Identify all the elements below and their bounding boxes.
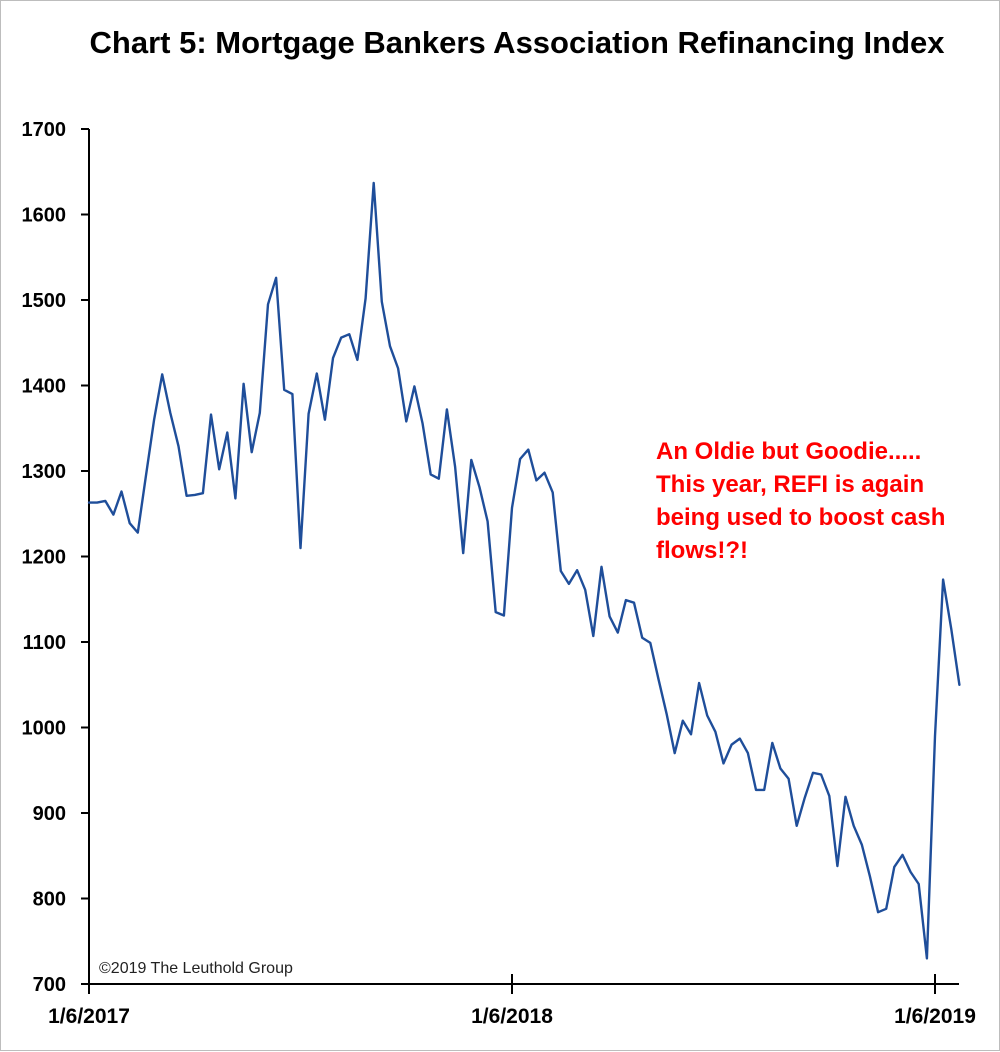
chart-title: Chart 5: Mortgage Bankers Association Re… <box>90 25 946 60</box>
annotation-line-2: This year, REFI is again <box>656 471 924 498</box>
series-group <box>87 181 961 960</box>
y-tick-label: 1500 <box>22 290 67 312</box>
y-tick-label: 1300 <box>22 461 67 483</box>
y-tick-label: 1100 <box>23 632 66 654</box>
series-line <box>87 181 961 960</box>
x-tick-label: 1/6/2017 <box>48 1005 130 1028</box>
y-tick-label: 900 <box>33 803 66 825</box>
x-tick-label: 1/6/2018 <box>471 1005 553 1028</box>
y-tick-label: 1200 <box>22 547 67 569</box>
y-tick-label: 1600 <box>22 205 67 227</box>
y-axis: 1700 1600 1500 1400 1300 1200 1100 1000 900 800 70… <box>22 119 90 996</box>
annotation-line-4: flows!?! <box>656 537 748 564</box>
y-tick-label: 1700 <box>22 119 67 141</box>
annotation-line-3: being used to boost cash <box>656 504 945 531</box>
y-tick-label: 1400 <box>22 376 67 398</box>
annotation-line-1: An Oldie but Goodie..... <box>656 438 921 465</box>
y-tick-label: 800 <box>33 889 66 911</box>
x-tick-label: 1/6/2019 <box>894 1005 976 1028</box>
x-axis: 1/6/2017 1/6/2018 1/6/2019 <box>48 974 976 1028</box>
y-tick-label: 700 <box>33 974 66 996</box>
copyright-text: ©2019 The Leuthold Group <box>99 960 293 977</box>
y-tick-label: 1000 <box>22 718 67 740</box>
